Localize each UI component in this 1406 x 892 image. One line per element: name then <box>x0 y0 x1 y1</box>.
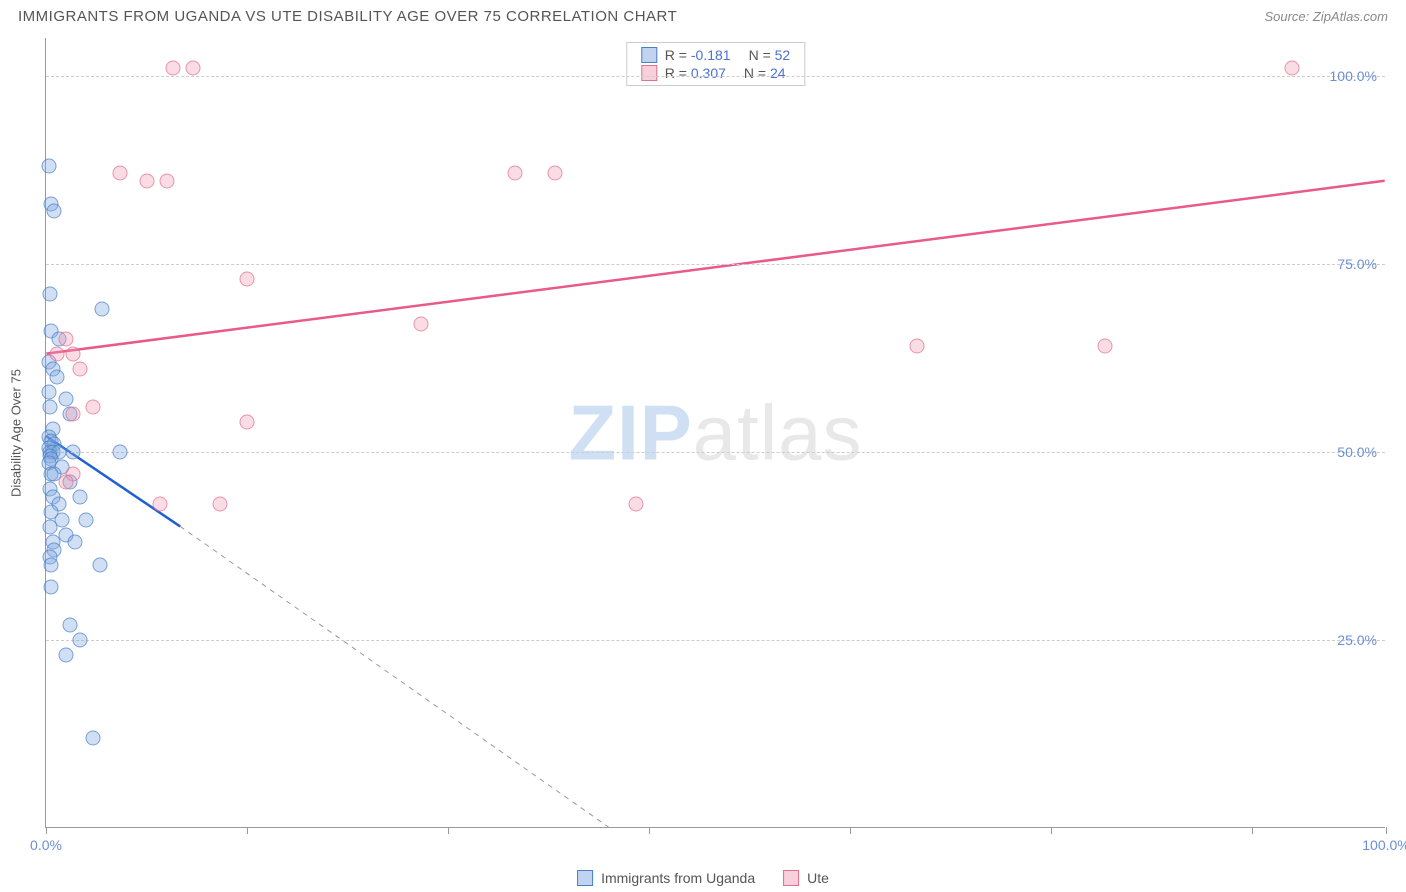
y-axis-title: Disability Age Over 75 <box>9 369 24 497</box>
source-attribution: Source: ZipAtlas.com <box>1264 9 1388 24</box>
x-tick <box>850 827 851 834</box>
data-point <box>41 384 56 399</box>
data-point <box>59 474 74 489</box>
legend-row: R = -0.181N = 52 <box>627 46 804 64</box>
y-tick-label: 75.0% <box>1337 256 1377 272</box>
data-point <box>43 286 58 301</box>
x-tick-label: 0.0% <box>30 837 62 853</box>
data-point <box>79 512 94 527</box>
data-point <box>44 557 59 572</box>
data-point <box>44 580 59 595</box>
data-point <box>414 316 429 331</box>
data-point <box>95 301 110 316</box>
data-point <box>240 414 255 429</box>
data-point <box>1097 339 1112 354</box>
x-tick <box>1252 827 1253 834</box>
legend-swatch <box>641 47 657 63</box>
legend-swatch <box>783 870 799 886</box>
data-point <box>240 271 255 286</box>
scatter-chart: ZIPatlas Disability Age Over 75 R = -0.1… <box>45 38 1385 828</box>
data-point <box>628 497 643 512</box>
data-point <box>159 173 174 188</box>
data-point <box>72 362 87 377</box>
x-tick-label: 100.0% <box>1362 837 1406 853</box>
legend-item: Immigrants from Uganda <box>577 870 755 886</box>
data-point <box>85 730 100 745</box>
data-point <box>112 166 127 181</box>
data-point <box>59 392 74 407</box>
data-point <box>72 489 87 504</box>
legend-swatch <box>577 870 593 886</box>
gridline <box>46 76 1385 77</box>
y-tick-label: 25.0% <box>1337 632 1377 648</box>
data-point <box>166 61 181 76</box>
data-point <box>213 497 228 512</box>
x-tick <box>448 827 449 834</box>
gridline <box>46 452 1385 453</box>
chart-title: IMMIGRANTS FROM UGANDA VS UTE DISABILITY… <box>18 8 677 25</box>
data-point <box>49 347 64 362</box>
x-tick <box>649 827 650 834</box>
y-tick-label: 50.0% <box>1337 444 1377 460</box>
data-point <box>548 166 563 181</box>
x-tick <box>46 827 47 834</box>
x-tick <box>1386 827 1387 834</box>
correlation-legend: R = -0.181N = 52R = 0.307N = 24 <box>626 42 805 86</box>
legend-row: R = 0.307N = 24 <box>627 64 804 82</box>
data-point <box>43 399 58 414</box>
data-point <box>85 399 100 414</box>
data-point <box>65 407 80 422</box>
data-point <box>65 347 80 362</box>
x-tick <box>1051 827 1052 834</box>
data-point <box>139 173 154 188</box>
legend-swatch <box>641 65 657 81</box>
data-point <box>59 331 74 346</box>
x-tick <box>247 827 248 834</box>
trend-lines <box>46 38 1385 827</box>
data-point <box>63 617 78 632</box>
data-point <box>59 647 74 662</box>
data-point <box>47 204 62 219</box>
y-tick-label: 100.0% <box>1330 68 1377 84</box>
legend-item: Ute <box>783 870 829 886</box>
data-point <box>152 497 167 512</box>
data-point <box>49 369 64 384</box>
data-point <box>186 61 201 76</box>
data-point <box>508 166 523 181</box>
data-point <box>910 339 925 354</box>
data-point <box>72 632 87 647</box>
series-legend: Immigrants from Uganda Ute <box>577 870 829 886</box>
data-point <box>43 520 58 535</box>
gridline <box>46 264 1385 265</box>
data-point <box>41 158 56 173</box>
watermark: ZIPatlas <box>568 387 862 478</box>
data-point <box>112 444 127 459</box>
data-point <box>92 557 107 572</box>
data-point <box>1285 61 1300 76</box>
data-point <box>65 444 80 459</box>
data-point <box>68 535 83 550</box>
gridline <box>46 640 1385 641</box>
